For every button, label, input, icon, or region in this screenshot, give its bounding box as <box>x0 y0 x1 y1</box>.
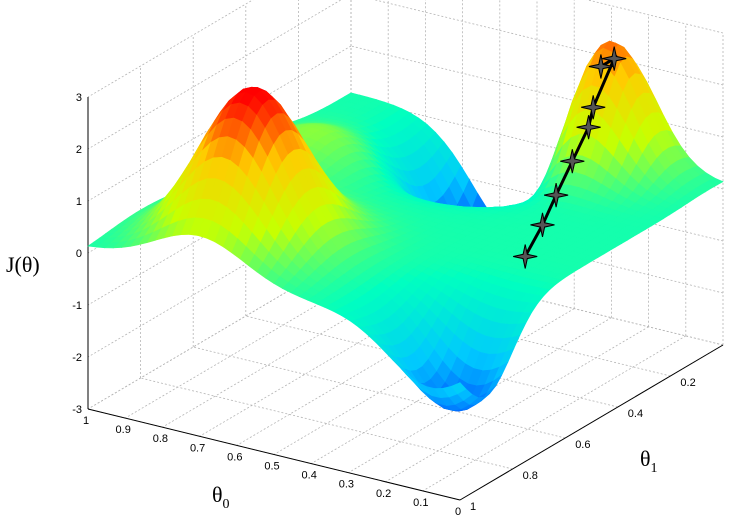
grid-line <box>193 346 566 439</box>
z-tick-label: 2 <box>76 144 82 156</box>
x-axis-line <box>87 408 461 501</box>
gradient-descent-path <box>513 46 627 269</box>
descent-step-marker <box>602 46 627 71</box>
descent-step-marker <box>530 212 555 238</box>
y-tick-label: 0.2 <box>680 377 695 389</box>
y-axis-line <box>459 344 724 501</box>
x-axis-label-main: θ <box>212 482 223 507</box>
x-tick-label: 0.6 <box>227 451 242 463</box>
x-tick-label: 0.5 <box>264 461 279 473</box>
grid-line <box>273 299 538 455</box>
y-tick-label: 1 <box>470 501 476 513</box>
x-tick-label: 0.8 <box>153 433 168 445</box>
descent-step-marker <box>513 244 538 269</box>
z-tick-label: -3 <box>72 404 82 416</box>
surface-patch <box>451 382 467 395</box>
y-axis-label-sub: 1 <box>651 461 658 476</box>
x-tick-label: 0 <box>455 506 461 516</box>
grid-line <box>422 335 687 492</box>
y-tick-label: 0.8 <box>523 470 538 482</box>
y-axis-label-main: θ <box>640 446 651 471</box>
z-tick-label: -1 <box>72 300 82 312</box>
y-axis-label: θ1 <box>640 446 658 476</box>
z-tick-label: 3 <box>76 92 82 104</box>
descent-step-marker <box>560 149 585 174</box>
grid-line <box>236 290 501 446</box>
x-tick-label: 0.1 <box>413 497 428 509</box>
grid-line <box>385 326 649 483</box>
descent-step-marker <box>581 95 606 120</box>
x-axis-label-sub: 0 <box>223 497 230 512</box>
x-tick-label: 0.3 <box>339 479 354 491</box>
y-tick-label: 0.4 <box>628 408 643 420</box>
descent-step-marker <box>543 182 569 208</box>
x-tick-label: 1 <box>83 415 89 427</box>
x-tick-label: 0.4 <box>302 470 317 482</box>
cost-surface <box>87 40 724 412</box>
x-tick-label: 0.7 <box>190 442 205 454</box>
z-tick-label: 1 <box>76 196 82 208</box>
grid-line <box>586 0 724 34</box>
x-tick-label: 0.2 <box>376 488 391 500</box>
grid-line <box>87 0 254 98</box>
descent-step-marker <box>588 54 614 79</box>
z-tick-label: 0 <box>76 248 82 260</box>
grid-line <box>124 262 389 419</box>
descent-step-marker <box>576 115 601 140</box>
grid-line <box>87 0 342 150</box>
grid-line <box>199 280 463 437</box>
z-tick-label: -2 <box>72 352 82 364</box>
grid-line <box>162 271 426 428</box>
grid-line <box>87 253 352 410</box>
grid-line <box>87 201 352 358</box>
tick-labels: 3210-1-2-310.90.80.70.60.50.40.30.20.100… <box>72 92 695 516</box>
y-tick-label: 0.6 <box>575 439 590 451</box>
x-axis-label: θ0 <box>212 482 230 512</box>
z-axis-label: J(θ) <box>6 252 40 277</box>
x-tick-label: 0.9 <box>116 424 131 436</box>
